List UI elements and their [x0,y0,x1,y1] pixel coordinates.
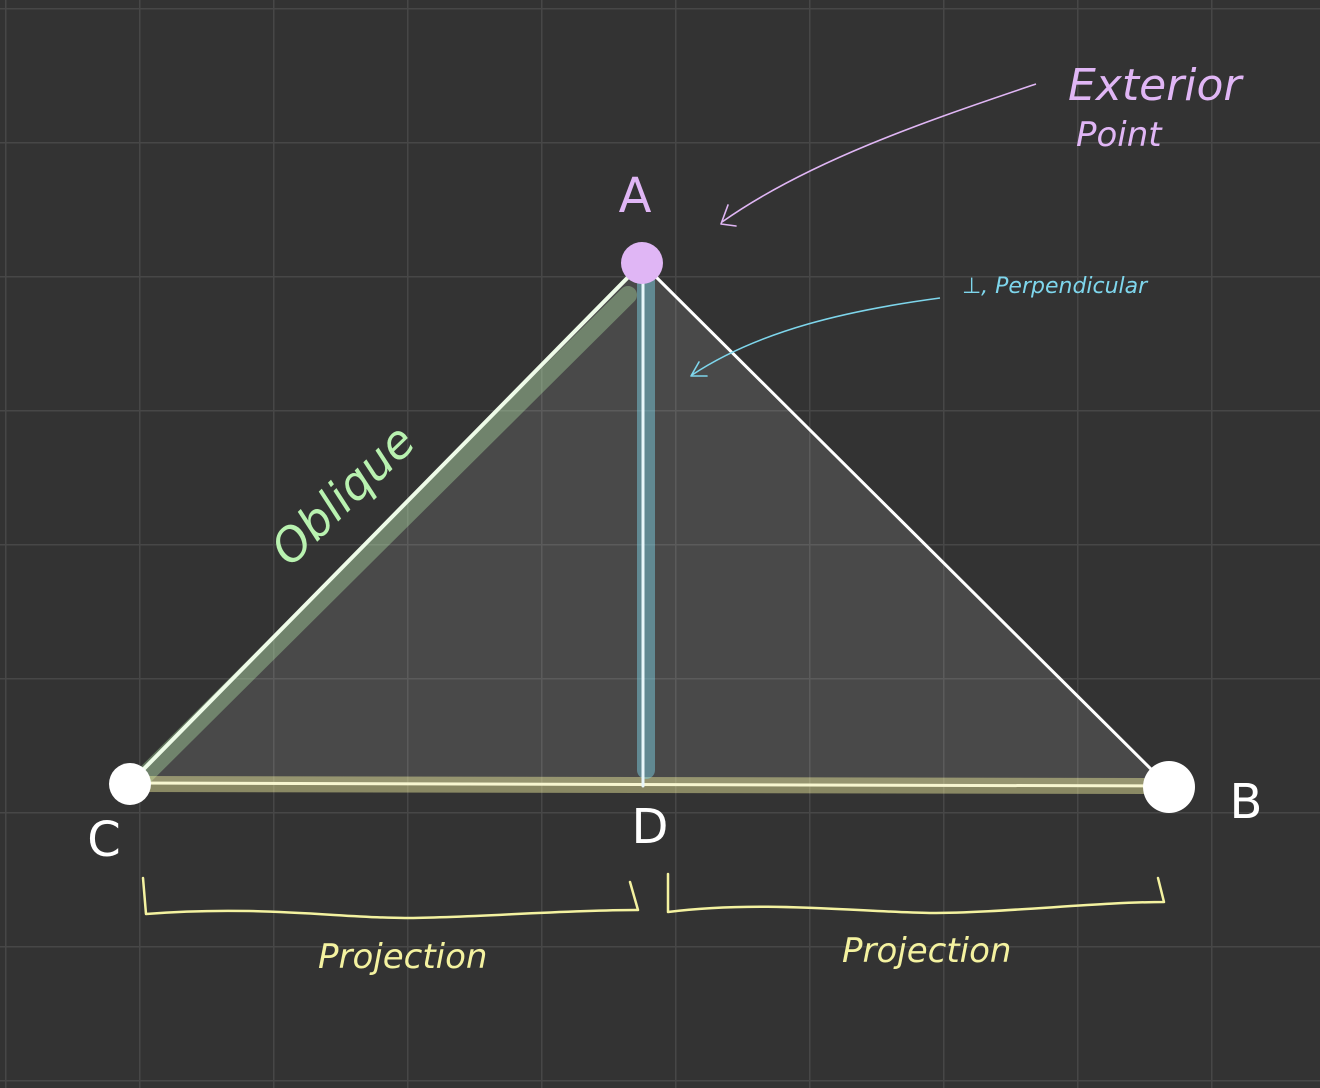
vertex-d-label: D [632,799,669,855]
perpendicular-arrow [691,297,941,376]
side-ab [640,261,1170,788]
oblique-highlight [131,286,637,789]
projection-label-left: Projection [318,937,487,977]
side-ac [128,261,644,785]
perpendicular-label: ⊥, Perpendicular [962,274,1149,299]
side-cb [128,781,1170,788]
triangle-fill [130,263,1168,786]
projection-brace-left [141,876,640,920]
vertex-a-point [621,242,663,284]
vertex-b-label: B [1230,774,1263,830]
vertex-c-point [109,763,151,805]
vertex-c-label: C [87,812,121,868]
exterior-arrowhead-icon [720,204,737,227]
exterior-label-line2: Point [1076,115,1163,155]
exterior-arrow [721,83,1037,223]
vertex-b-point [1143,761,1195,813]
exterior-label-line1: Exterior [1068,60,1244,111]
projection-brace-right [666,872,1166,915]
projection-label-right: Projection [842,931,1011,971]
vertex-a-label: A [619,168,652,224]
perpendicular-arrowhead-icon [690,361,708,377]
